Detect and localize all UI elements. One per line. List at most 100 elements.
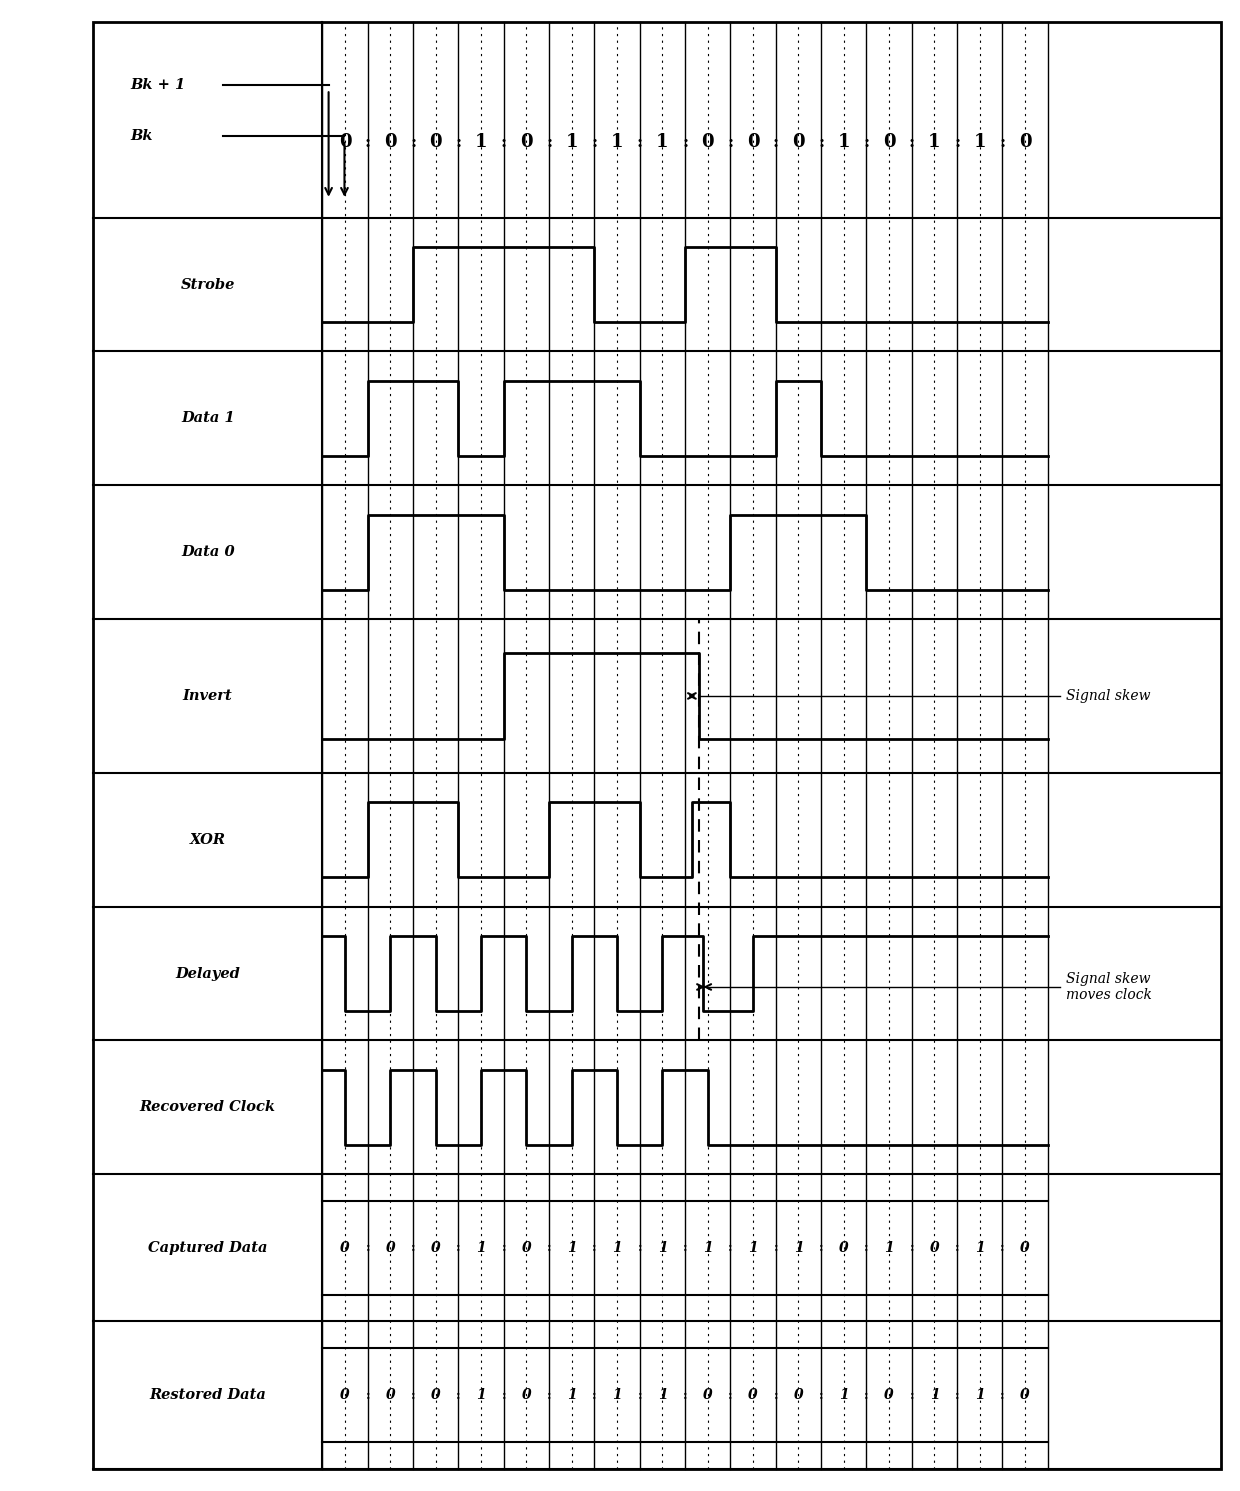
Text: 1: 1 — [656, 133, 668, 152]
Text: 0: 0 — [386, 1241, 396, 1255]
Text: 0: 0 — [1021, 1241, 1030, 1255]
Text: 1: 1 — [748, 1241, 758, 1255]
Text: :: : — [773, 134, 779, 151]
Text: :: : — [864, 1388, 869, 1402]
Text: 0: 0 — [522, 1241, 531, 1255]
Text: :: : — [1001, 1388, 1004, 1402]
Text: 0: 0 — [746, 133, 759, 152]
Text: 1: 1 — [565, 133, 578, 152]
Text: :: : — [999, 134, 1006, 151]
Text: :: : — [728, 1388, 733, 1402]
Text: Recovered Clock: Recovered Clock — [140, 1100, 275, 1114]
Text: 1: 1 — [884, 1241, 894, 1255]
Text: :: : — [591, 134, 598, 151]
Text: 1: 1 — [973, 133, 986, 152]
Text: :: : — [637, 1388, 642, 1402]
Text: 1: 1 — [975, 1388, 985, 1402]
Text: 0: 0 — [1019, 133, 1032, 152]
Text: :: : — [593, 1388, 596, 1402]
Text: 1: 1 — [476, 1241, 486, 1255]
Text: 1: 1 — [929, 133, 941, 152]
Text: 1: 1 — [475, 133, 487, 152]
Text: 1: 1 — [613, 1388, 622, 1402]
Text: Signal skew
moves clock: Signal skew moves clock — [1066, 972, 1152, 1002]
Text: 1: 1 — [567, 1241, 577, 1255]
Text: 0: 0 — [1021, 1388, 1030, 1402]
Text: :: : — [593, 1242, 596, 1254]
Text: :: : — [636, 134, 642, 151]
Text: :: : — [683, 1388, 687, 1402]
Text: :: : — [1001, 1242, 1004, 1254]
Text: Bk: Bk — [130, 128, 153, 143]
Text: Strobe: Strobe — [181, 277, 234, 292]
Text: :: : — [547, 1242, 552, 1254]
Text: 0: 0 — [340, 1388, 350, 1402]
Text: 0: 0 — [794, 1388, 804, 1402]
Text: :: : — [818, 1388, 823, 1402]
Text: :: : — [455, 134, 461, 151]
Text: :: : — [410, 134, 417, 151]
Text: Bk + 1: Bk + 1 — [130, 78, 185, 92]
Text: :: : — [955, 1388, 960, 1402]
Text: 0: 0 — [839, 1241, 848, 1255]
Text: 1: 1 — [613, 1241, 622, 1255]
Text: :: : — [774, 1388, 777, 1402]
Text: 1: 1 — [837, 133, 851, 152]
Text: :: : — [637, 1242, 642, 1254]
Text: 0: 0 — [432, 1388, 440, 1402]
Text: :: : — [818, 1242, 823, 1254]
Text: 0: 0 — [520, 133, 533, 152]
Text: 0: 0 — [432, 1241, 440, 1255]
Text: Delayed: Delayed — [175, 966, 241, 981]
Text: :: : — [366, 1388, 370, 1402]
Text: 0: 0 — [340, 1241, 350, 1255]
Text: 1: 1 — [930, 1388, 939, 1402]
Text: :: : — [456, 1388, 461, 1402]
Text: :: : — [366, 1242, 370, 1254]
Text: 1: 1 — [794, 1241, 804, 1255]
Text: 0: 0 — [703, 1388, 713, 1402]
Text: :: : — [955, 1242, 960, 1254]
Text: :: : — [728, 1242, 733, 1254]
Text: 1: 1 — [567, 1388, 577, 1402]
Text: :: : — [818, 134, 825, 151]
Text: :: : — [682, 134, 688, 151]
Text: Data 1: Data 1 — [181, 412, 234, 425]
Text: Restored Data: Restored Data — [149, 1388, 267, 1402]
Text: Invert: Invert — [182, 689, 233, 702]
Text: 0: 0 — [386, 1388, 396, 1402]
Text: :: : — [365, 134, 371, 151]
Text: :: : — [909, 134, 915, 151]
Text: 1: 1 — [839, 1388, 848, 1402]
Text: :: : — [410, 1388, 415, 1402]
Text: :: : — [456, 1242, 461, 1254]
Text: :: : — [546, 134, 552, 151]
Text: 1: 1 — [611, 133, 624, 152]
Text: 0: 0 — [883, 133, 895, 152]
Text: 0: 0 — [748, 1388, 758, 1402]
Text: :: : — [909, 1388, 914, 1402]
Text: 0: 0 — [429, 133, 441, 152]
Text: :: : — [864, 1242, 869, 1254]
Text: :: : — [954, 134, 960, 151]
Text: :: : — [728, 134, 734, 151]
Text: 0: 0 — [339, 133, 351, 152]
Text: :: : — [863, 134, 869, 151]
Text: 0: 0 — [522, 1388, 531, 1402]
Text: 1: 1 — [703, 1241, 713, 1255]
Text: 0: 0 — [702, 133, 714, 152]
Text: XOR: XOR — [190, 833, 226, 847]
Text: Signal skew: Signal skew — [1066, 689, 1151, 702]
Text: :: : — [501, 1388, 506, 1402]
Text: :: : — [410, 1242, 415, 1254]
Text: :: : — [501, 134, 507, 151]
Text: 0: 0 — [930, 1241, 939, 1255]
Text: 1: 1 — [657, 1241, 667, 1255]
Text: :: : — [683, 1242, 687, 1254]
Text: 0: 0 — [884, 1388, 894, 1402]
Text: :: : — [501, 1242, 506, 1254]
Text: :: : — [774, 1242, 777, 1254]
Text: 1: 1 — [657, 1388, 667, 1402]
Text: 0: 0 — [792, 133, 805, 152]
Text: :: : — [909, 1242, 914, 1254]
